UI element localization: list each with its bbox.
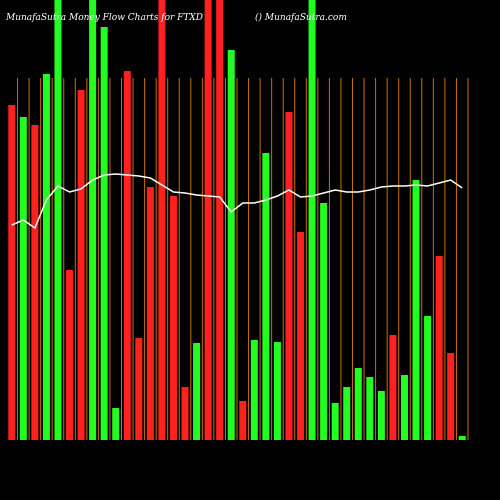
bar [354,368,362,440]
bar [412,180,420,440]
bar [123,71,131,440]
bar [227,50,235,440]
bar [400,375,408,440]
bar [424,316,432,440]
bar [19,117,27,440]
bar [366,377,374,440]
bar [458,436,466,440]
bar [100,27,108,440]
bar [435,256,443,440]
bar [331,403,339,440]
bar [8,105,16,440]
bar [77,90,85,440]
bar [297,232,305,440]
bar [31,125,39,440]
bar [216,0,224,440]
bar [343,387,351,440]
bar [320,203,328,440]
chart-title: MunafaSutra Money Flow Charts for FTXD [5,13,203,23]
bar [193,343,201,440]
bar [239,401,247,440]
line [11,173,463,230]
bar [112,408,120,440]
bar [377,391,385,440]
bar [204,0,212,440]
bar [308,0,316,440]
bar [54,0,62,440]
bar [262,153,270,440]
bar [158,0,166,440]
bar [169,196,177,440]
bar [389,335,397,440]
bar [42,74,50,440]
bar [66,270,74,440]
bar [285,112,293,440]
bar [273,342,281,440]
bar [135,338,143,440]
bar [447,353,455,440]
bar [250,340,258,440]
bar [89,0,97,440]
chart-subtitle: () MunafaSutra.com [255,12,347,23]
bar [146,187,154,440]
bar [181,387,189,440]
